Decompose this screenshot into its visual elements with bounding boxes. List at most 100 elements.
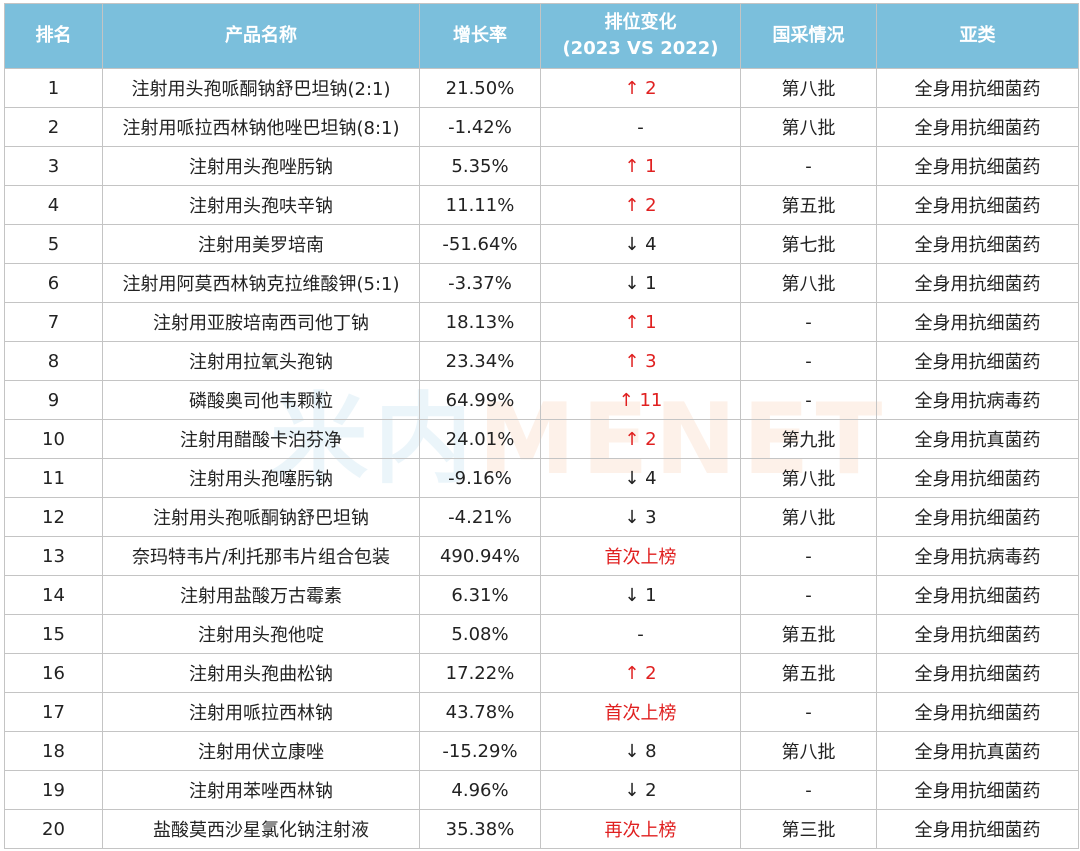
table-row: 7 注射用亚胺培南西司他丁钠 18.13% ↑ 1- 全身用抗细菌药 [4,302,1079,342]
rank-change-cell: ↓ 4 [540,458,741,498]
growth-rate-cell: -51.64% [419,224,541,264]
rank-cell: 3 [4,146,103,186]
product-name-cell: 注射用头孢呋辛钠 [102,185,420,225]
table-row: 9 磷酸奥司他韦颗粒 64.99% ↑ 11- 全身用抗病毒药 [4,380,1079,420]
growth-rate-cell: -3.37% [419,263,541,303]
table-row: 10 注射用醋酸卡泊芬净 24.01% ↑ 2 第九批 全身用抗真菌药 [4,419,1079,459]
growth-rate-cell: 4.96% [419,770,541,810]
growth-rate-cell: 490.94% [419,536,541,576]
table-row: 18 注射用伏立康唑 -15.29% ↓ 8 第八批 全身用抗真菌药 [4,731,1079,771]
header-subclass: 亚类 [876,3,1079,69]
product-name-cell: 盐酸莫西沙星氯化钠注射液 [102,809,420,849]
rank-cell: 2 [4,107,103,147]
header-procurement: 国采情况 [740,3,877,69]
table-row: 12 注射用头孢哌酮钠舒巴坦钠 -4.21% ↓ 3 第八批 全身用抗细菌药 [4,497,1079,537]
rank-change-cell: ↑ 11 [540,380,741,420]
table-row: 17 注射用哌拉西林钠 43.78% 首次上榜 - 全身用抗细菌药 [4,692,1079,732]
growth-rate-cell: -15.29% [419,731,541,771]
procurement-cell: - [740,575,877,615]
procurement-cell: 第三批 [740,809,877,849]
subclass-cell: 全身用抗病毒药 [876,536,1079,576]
growth-rate-cell: 35.38% [419,809,541,849]
procurement-cell: 第八批 [740,263,877,303]
subclass-cell: 全身用抗细菌药 [876,770,1079,810]
growth-rate-cell: 21.50% [419,68,541,108]
table-row: 19 注射用苯唑西林钠 4.96% ↓ 2- 全身用抗细菌药 [4,770,1079,810]
table-row: 15 注射用头孢他啶 5.08% - 第五批 全身用抗细菌药 [4,614,1079,654]
rank-change-cell: ↓ 1 [540,263,741,303]
product-name-cell: 注射用美罗培南 [102,224,420,264]
growth-rate-cell: 43.78% [419,692,541,732]
product-name-cell: 注射用头孢曲松钠 [102,653,420,693]
rank-change-cell: ↑ 2 [540,653,741,693]
procurement-cell: 第八批 [740,68,877,108]
table-row: 14 注射用盐酸万古霉素 6.31% ↓ 1- 全身用抗细菌药 [4,575,1079,615]
product-name-cell: 注射用头孢哌酮钠舒巴坦钠 [102,497,420,537]
product-name-cell: 奈玛特韦片/利托那韦片组合包装 [102,536,420,576]
growth-rate-cell: 6.31% [419,575,541,615]
rank-change-cell: - [540,614,741,654]
table-body: 1 注射用头孢哌酮钠舒巴坦钠(2:1) 21.50% ↑ 2 第八批 全身用抗细菌药 2 注射… [4,68,1079,849]
rank-change-cell: ↓ 3 [540,497,741,537]
product-name-cell: 注射用拉氧头孢钠 [102,341,420,381]
procurement-cell: 第八批 [740,497,877,537]
growth-rate-cell: 64.99% [419,380,541,420]
rank-change-cell: ↑ 1 [540,302,741,342]
subclass-cell: 全身用抗细菌药 [876,809,1079,849]
rank-change-cell: 首次上榜 [540,692,741,732]
rank-change-cell: 再次上榜 [540,809,741,849]
procurement-cell: - [740,536,877,576]
table-row: 20 盐酸莫西沙星氯化钠注射液 35.38% 再次上榜 第三批 全身用抗细菌药 [4,809,1079,849]
table-row: 13 奈玛特韦片/利托那韦片组合包装 490.94% 首次上榜 - 全身用抗病毒药 [4,536,1079,576]
rank-change-cell: 首次上榜 [540,536,741,576]
ranking-table: 排名 产品名称 增长率 排位变化 (2023 VS 2022) 国采情况 亚类 … [4,3,1079,849]
subclass-cell: 全身用抗细菌药 [876,263,1079,303]
product-name-cell: 注射用亚胺培南西司他丁钠 [102,302,420,342]
growth-rate-cell: 5.35% [419,146,541,186]
subclass-cell: 全身用抗细菌药 [876,341,1079,381]
header-rank-change-line2: (2023 VS 2022) [562,38,719,59]
growth-rate-cell: 18.13% [419,302,541,342]
rank-change-cell: ↑ 1 [540,146,741,186]
product-name-cell: 注射用头孢他啶 [102,614,420,654]
product-name-cell: 注射用醋酸卡泊芬净 [102,419,420,459]
header-rank-change-line1: 排位变化 [604,12,677,33]
product-name-cell: 注射用盐酸万古霉素 [102,575,420,615]
procurement-cell: 第八批 [740,107,877,147]
table-row: 3 注射用头孢唑肟钠 5.35% ↑ 1- 全身用抗细菌药 [4,146,1079,186]
rank-change-cell: - [540,107,741,147]
subclass-cell: 全身用抗细菌药 [876,68,1079,108]
table-row: 6 注射用阿莫西林钠克拉维酸钾(5:1) -3.37% ↓ 1 第八批 全身用抗细菌药 [4,263,1079,303]
rank-cell: 10 [4,419,103,459]
subclass-cell: 全身用抗真菌药 [876,731,1079,771]
subclass-cell: 全身用抗细菌药 [876,653,1079,693]
subclass-cell: 全身用抗病毒药 [876,380,1079,420]
subclass-cell: 全身用抗细菌药 [876,302,1079,342]
subclass-cell: 全身用抗细菌药 [876,458,1079,498]
rank-cell: 6 [4,263,103,303]
subclass-cell: 全身用抗细菌药 [876,224,1079,264]
table-row: 8 注射用拉氧头孢钠 23.34% ↑ 3- 全身用抗细菌药 [4,341,1079,381]
procurement-cell: 第九批 [740,419,877,459]
header-rank: 排名 [4,3,103,69]
procurement-cell: 第八批 [740,458,877,498]
product-name-cell: 注射用哌拉西林钠他唑巴坦钠(8:1) [102,107,420,147]
rank-change-cell: ↓ 2 [540,770,741,810]
procurement-cell: 第八批 [740,731,877,771]
rank-cell: 5 [4,224,103,264]
product-name-cell: 注射用头孢哌酮钠舒巴坦钠(2:1) [102,68,420,108]
rank-cell: 12 [4,497,103,537]
procurement-cell: - [740,302,877,342]
header-product-name: 产品名称 [102,3,420,69]
subclass-cell: 全身用抗细菌药 [876,497,1079,537]
procurement-cell: - [740,380,877,420]
product-name-cell: 注射用伏立康唑 [102,731,420,771]
rank-cell: 14 [4,575,103,615]
rank-cell: 16 [4,653,103,693]
subclass-cell: 全身用抗细菌药 [876,575,1079,615]
table-row: 16 注射用头孢曲松钠 17.22% ↑ 2 第五批 全身用抗细菌药 [4,653,1079,693]
rank-change-cell: ↑ 2 [540,419,741,459]
rank-cell: 4 [4,185,103,225]
rank-cell: 8 [4,341,103,381]
rank-cell: 13 [4,536,103,576]
